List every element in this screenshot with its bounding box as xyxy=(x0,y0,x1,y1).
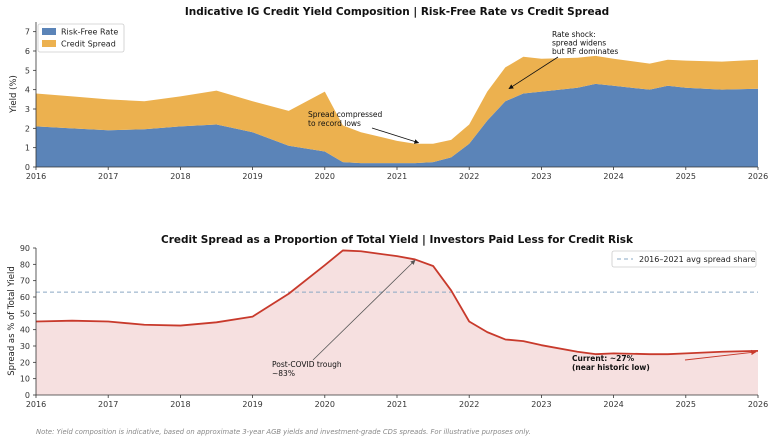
annotation-rate-shock: spread widens xyxy=(552,39,606,48)
annotation-spread-compressed: to record lows xyxy=(308,119,361,128)
top-x-tick-label: 2021 xyxy=(387,172,407,181)
bottom-y-tick-label: 30 xyxy=(20,342,30,351)
bottom-x-tick-label: 2023 xyxy=(531,400,551,409)
bottom-x-tick-label: 2021 xyxy=(387,400,407,409)
top-y-axis-label: Yield (%) xyxy=(9,75,19,114)
bottom-legend-frame xyxy=(611,250,757,268)
annotation-post-covid: ~83% xyxy=(272,369,295,378)
bottom-x-tick-label: 2020 xyxy=(315,400,335,409)
bottom-x-tick-label: 2018 xyxy=(170,400,190,409)
spread-share-chart: Credit Spread as a Proportion of Total Y… xyxy=(7,234,768,409)
top-y-tick-label: 2 xyxy=(25,124,30,133)
top-y-tick-label: 3 xyxy=(25,105,30,114)
top-x-tick-label: 2018 xyxy=(170,172,190,181)
annotation-spread-compressed: Spread compressed xyxy=(308,110,383,119)
bottom-x-tick-label: 2019 xyxy=(242,400,262,409)
top-y-tick-label: 7 xyxy=(25,28,30,37)
bottom-annotations: Post-COVID trough~83% Current: ~27%(near … xyxy=(272,259,757,378)
annotation-arrow-post-covid xyxy=(312,259,416,361)
spread-share-fill xyxy=(36,250,758,395)
annotation-arrow-current xyxy=(684,349,757,361)
annotation-arrow-spread-compressed xyxy=(371,127,420,144)
top-chart-title: Indicative IG Credit Yield Composition |… xyxy=(185,6,609,18)
bottom-y-tick-label: 50 xyxy=(20,309,30,318)
legend-swatch-risk-free xyxy=(42,28,56,35)
bottom-x-tick-label: 2026 xyxy=(748,400,768,409)
footnote: Note: Yield composition is indicative, b… xyxy=(36,428,531,436)
bottom-y-tick-label: 90 xyxy=(20,244,30,253)
bottom-plot-area xyxy=(35,249,759,395)
bottom-y-tick-label: 80 xyxy=(20,260,30,269)
bottom-y-tick-label: 10 xyxy=(20,375,30,384)
top-y-tick-label: 5 xyxy=(25,66,30,75)
bottom-x-tick-label: 2017 xyxy=(98,400,118,409)
bottom-y-tick-label: 60 xyxy=(20,293,30,302)
top-x-tick-label: 2023 xyxy=(531,172,551,181)
credit-spread-area xyxy=(36,55,758,164)
top-x-tick-label: 2024 xyxy=(603,172,623,181)
bottom-y-axis-label: Spread as % of Total Yield xyxy=(7,266,17,375)
top-x-tick-label: 2022 xyxy=(459,172,479,181)
top-plot-area xyxy=(36,55,758,167)
bottom-chart-title: Credit Spread as a Proportion of Total Y… xyxy=(161,234,634,246)
top-y-tick-label: 1 xyxy=(25,144,30,153)
legend-label-risk-free: Risk-Free Rate xyxy=(61,28,118,37)
risk-free-area xyxy=(36,83,758,167)
bottom-axes: 2016 2017 2018 2019 2020 2021 2022 2023 2024 2025… xyxy=(20,244,768,409)
annotation-arrow-rate-shock xyxy=(508,56,559,90)
annotation-current: (near historic low) xyxy=(572,363,650,372)
top-x-tick-label: 2020 xyxy=(315,172,335,181)
top-x-tick-label: 2016 xyxy=(26,172,46,181)
bottom-y-tick-label: 40 xyxy=(20,326,30,335)
top-x-tick-label: 2026 xyxy=(748,172,768,181)
top-axes: 2016 2017 2018 2019 2020 2021 2022 2023 2024 2025… xyxy=(25,22,768,181)
yield-composition-chart: Indicative IG Credit Yield Composition |… xyxy=(9,6,768,181)
legend-label-avg-spread-share: 2016–2021 avg spread share xyxy=(639,255,756,264)
bottom-x-tick-label: 2016 xyxy=(26,400,46,409)
top-legend-frame xyxy=(37,23,125,53)
bottom-legend: 2016–2021 avg spread share xyxy=(611,250,757,268)
top-y-tick-label: 0 xyxy=(25,163,30,172)
top-x-tick-label: 2025 xyxy=(676,172,696,181)
legend-label-credit-spread: Credit Spread xyxy=(61,40,116,49)
top-legend: Risk-Free Rate Credit Spread xyxy=(37,23,125,53)
bottom-y-tick-label: 0 xyxy=(25,391,30,400)
bottom-x-tick-label: 2022 xyxy=(459,400,479,409)
top-x-tick-label: 2019 xyxy=(242,172,262,181)
bottom-x-tick-label: 2024 xyxy=(603,400,623,409)
annotation-rate-shock: Rate shock: xyxy=(552,30,596,39)
legend-swatch-credit-spread xyxy=(42,40,56,47)
bottom-y-tick-label: 70 xyxy=(20,277,30,286)
annotation-post-covid: Post-COVID trough xyxy=(272,360,342,369)
top-y-tick-label: 4 xyxy=(25,86,30,95)
bottom-x-tick-label: 2025 xyxy=(676,400,696,409)
top-x-tick-label: 2017 xyxy=(98,172,118,181)
bottom-y-tick-label: 20 xyxy=(20,358,30,367)
annotation-current: Current: ~27% xyxy=(572,354,635,363)
annotation-rate-shock: but RF dominates xyxy=(552,47,618,56)
spread-share-line xyxy=(35,249,759,356)
top-y-tick-label: 6 xyxy=(25,47,30,56)
